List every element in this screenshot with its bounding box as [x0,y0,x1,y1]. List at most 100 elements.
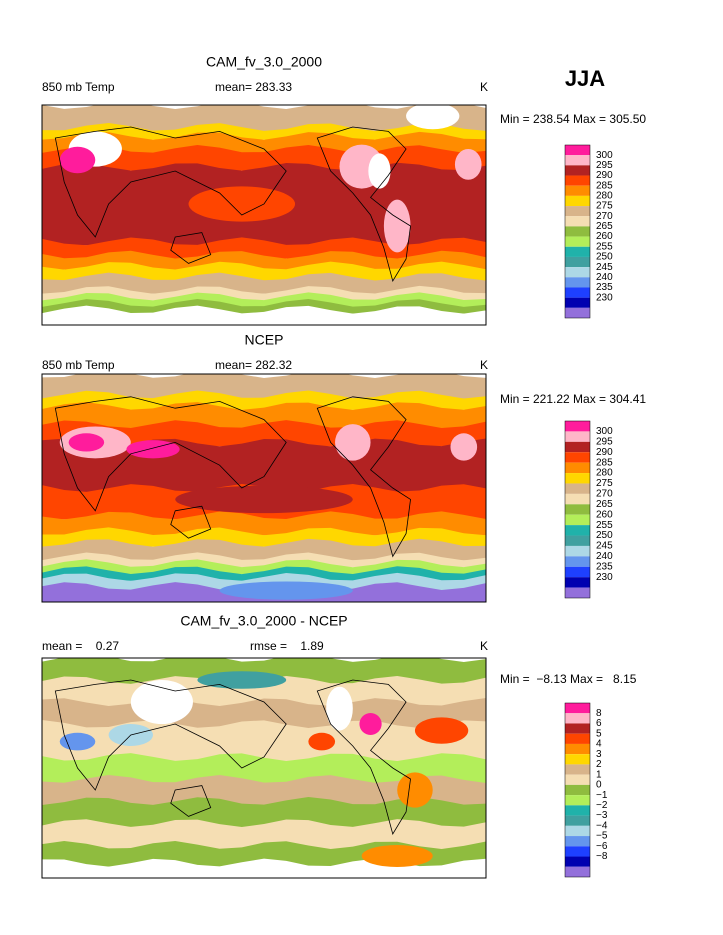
colorbar-label: 285 [596,180,613,191]
colorbar-box [565,246,590,257]
contour-band [42,123,486,140]
colorbar-frame [564,702,591,878]
colorbar-box [565,795,590,806]
panel-title: CAM_fv_3.0_2000 - NCEP [180,613,347,629]
colorbar-label: 270 [596,211,613,222]
contour-blob [361,845,433,867]
coastline [316,396,411,558]
colorbar-label: 4 [596,739,602,750]
colorbar-label: 235 [596,282,613,293]
colorbar-box [565,256,590,268]
colorbar-box [565,462,590,474]
colorbar-label: 240 [596,272,613,283]
colorbar-label: 270 [596,489,613,500]
colorbar-box [565,587,590,598]
colorbar-box [565,421,590,432]
colorbar-frame [564,144,591,319]
colorbar-label: 245 [596,262,613,273]
colorbar-label: 240 [596,551,613,562]
contour-band [42,305,486,325]
contour-blob [68,433,105,452]
contour-band [42,272,486,294]
colorbar-label: 290 [596,447,613,458]
left-label: mean = 0.27 [42,639,119,653]
contour-band [42,753,486,783]
contour-blob [219,581,353,600]
colorbar-label: 280 [596,468,613,479]
contour-blob [454,149,482,180]
colorbar-label: 265 [596,499,613,510]
colorbar-box [565,545,590,557]
colorbar-label: 300 [596,150,613,161]
colorbar-label: −8 [596,851,608,862]
colorbar-label: 280 [596,191,613,202]
map-frame [41,373,487,603]
colorbar-box [565,267,590,278]
colorbar-box [565,226,590,237]
colorbar-box [565,815,590,826]
contour-band [42,658,486,684]
colorbar-box [565,493,590,505]
colorbar-label: 230 [596,572,613,583]
contour-band [42,797,486,827]
colorbar-box [565,165,590,176]
colorbar-label: 6 [596,718,602,729]
colorbar-box [565,856,590,867]
contour-blob [308,732,336,751]
colorbar-label: 8 [596,708,602,719]
colorbar-box [565,277,590,288]
colorbar-box [565,216,590,227]
colorbar-box [565,195,590,207]
contour-band [42,105,486,131]
contour-blob [406,105,460,130]
colorbar-box [565,733,590,744]
contour-blob [59,732,96,751]
contour-band [42,527,486,547]
colorbar-label: 265 [596,221,613,232]
stats-label: Min = 221.22 Max = 304.41 [500,392,646,406]
contour-band [42,775,486,805]
colorbar-label: −1 [596,790,608,801]
contour-blob [175,485,353,514]
colorbar-box [565,723,590,734]
contour-blob [414,717,469,744]
colorbar-label: 2 [596,759,602,770]
colorbar-box [565,287,590,298]
colorbar-box [565,155,590,166]
left-label: 850 mb Temp [42,80,115,94]
coastline [170,232,212,264]
colorbar-label: −2 [596,800,608,811]
colorbar-label: 295 [596,160,613,171]
colorbar-label: −5 [596,831,608,842]
panel-title: CAM_fv_3.0_2000 [206,54,322,70]
colorbar-box [565,483,590,494]
stats-label: Min = 238.54 Max = 305.50 [500,112,646,126]
colorbar-box [565,525,590,536]
contour-blob [368,153,391,189]
contour-band [42,250,486,270]
center-label: rmse = 1.89 [250,639,324,653]
colorbar-label: 235 [596,561,613,572]
colorbar-box [565,577,590,588]
colorbar-label: 260 [596,509,613,520]
contour-band [42,538,486,561]
coastline [54,396,287,512]
colorbar-box [565,805,590,816]
contour-band [42,552,486,568]
colorbar-label: 250 [596,252,613,263]
colorbar-box [565,846,590,857]
colorbar-label: 3 [596,749,602,760]
colorbar-label: 275 [596,478,613,489]
colorbar-label: 230 [596,292,613,303]
contour-blob [326,686,353,731]
colorbar-box [565,825,590,837]
colorbar-box [565,236,590,247]
map [42,374,486,602]
center-label: mean= 282.32 [215,358,292,372]
contour-blob [383,199,411,253]
contour-band [42,299,486,314]
center-label: mean= 283.33 [215,80,292,94]
contour-band [42,285,486,301]
season-label: JJA [565,66,605,91]
